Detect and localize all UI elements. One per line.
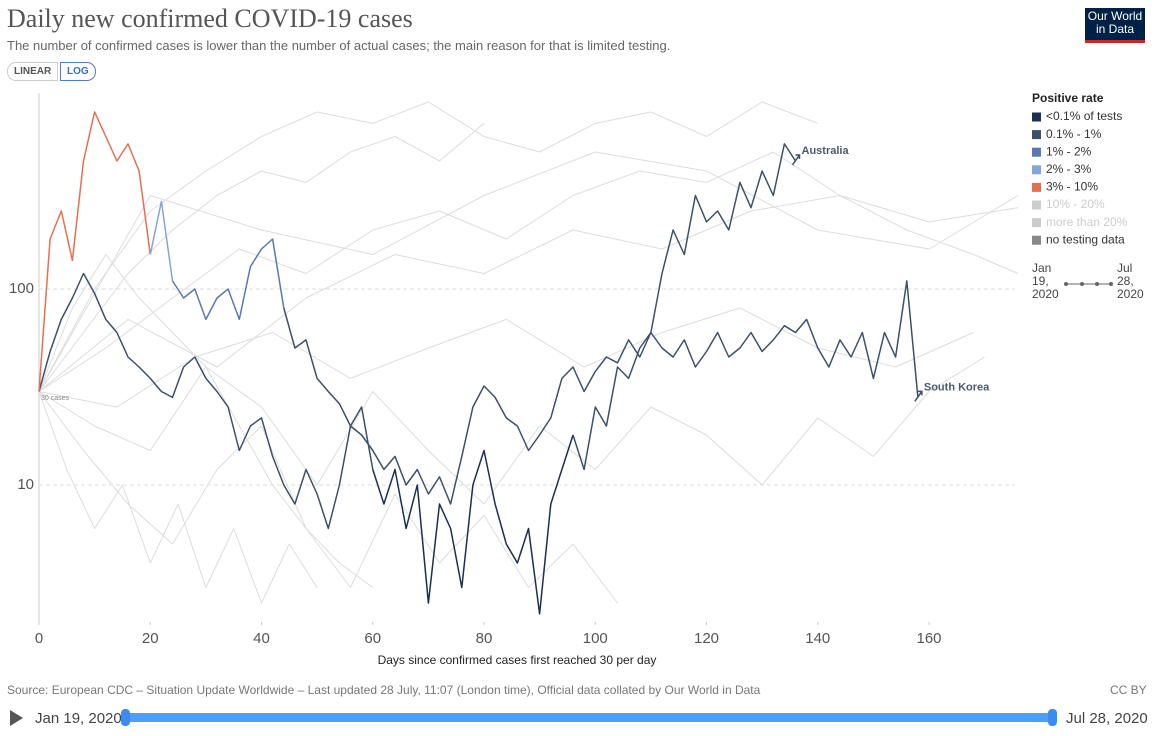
series-line [171,238,285,321]
legend-label: 10% - 20% [1046,197,1105,211]
logo[interactable]: Our World in Data [1085,8,1145,43]
license[interactable]: CC BY [1110,683,1147,697]
background-line [38,151,1019,392]
legend-end-date: Jul 28, 2020 [1117,261,1144,301]
legend-label: no testing data [1046,232,1125,246]
subtitle: The number of confirmed cases is lower t… [7,38,671,53]
title: Daily new confirmed COVID-19 cases [7,4,413,33]
source: Source: European CDC – Situation Update … [7,683,761,697]
x-tick-label: 20 [142,630,159,647]
background-line [38,254,374,588]
legend-swatch [1032,130,1041,140]
legend-label: <0.1% of tests [1046,109,1122,123]
legend-label: 2% - 3% [1046,162,1092,176]
play-button[interactable] [10,710,23,726]
y-tick-label: 10 [17,476,34,493]
legend-label: 0.1% - 1% [1046,127,1102,141]
legend-label: more than 20% [1046,215,1128,229]
end-arrow [791,154,801,166]
x-tick-label: 60 [364,630,381,647]
legend-swatch [1032,147,1041,157]
legend-start-date: Jan 19, 2020 [1032,261,1059,301]
legend-swatch [1032,235,1041,245]
legend-title: Positive rate [1032,91,1104,105]
legend-swatch [1032,112,1041,122]
x-tick-label: 100 [583,630,608,647]
series-line [38,272,374,530]
x-axis-label: Days since confirmed cases first reached… [378,653,657,667]
log-button[interactable]: LOG [60,62,96,81]
timeline-handle[interactable] [1048,709,1057,726]
legend-timeline-dot [1095,282,1099,286]
x-tick-label: 0 [35,630,43,647]
legend-timeline-dot [1064,282,1068,286]
x-tick-label: 40 [253,630,270,647]
background-line [38,101,818,392]
legend-label: 1% - 2% [1046,144,1092,158]
annotation: 30 cases [41,395,70,402]
series-line [572,143,797,471]
legend-swatch [1032,182,1041,192]
background-line [38,391,618,604]
x-tick-label: 80 [476,630,493,647]
background-line [38,195,1019,392]
timeline-start: Jan 19, 2020 [35,710,122,727]
series-label: South Korea [924,381,990,393]
end-arrow [914,390,923,402]
y-tick-label: 100 [9,280,34,297]
legend-swatch [1032,165,1041,175]
background-line [38,356,985,505]
background-line [38,123,485,392]
x-tick-label: 160 [916,630,941,647]
legend-timeline-dot [1109,282,1113,286]
series-line [283,280,919,505]
linear-button[interactable]: LINEAR [7,62,59,81]
series-label: Australia [802,145,850,157]
legend-timeline-dot [1080,282,1084,286]
x-tick-label: 120 [694,630,719,647]
legend-swatch [1032,218,1041,228]
timeline-end: Jul 28, 2020 [1066,710,1148,727]
background-line [38,391,318,604]
timeline-handle[interactable] [121,709,130,726]
legend-swatch [1032,200,1041,210]
series-line [149,200,174,282]
legend-label: 3% - 10% [1046,180,1098,194]
series-line [38,111,152,392]
background-line [38,151,1019,392]
x-tick-label: 140 [805,630,830,647]
series-line [372,434,574,615]
timeline-bar[interactable] [126,713,1053,722]
